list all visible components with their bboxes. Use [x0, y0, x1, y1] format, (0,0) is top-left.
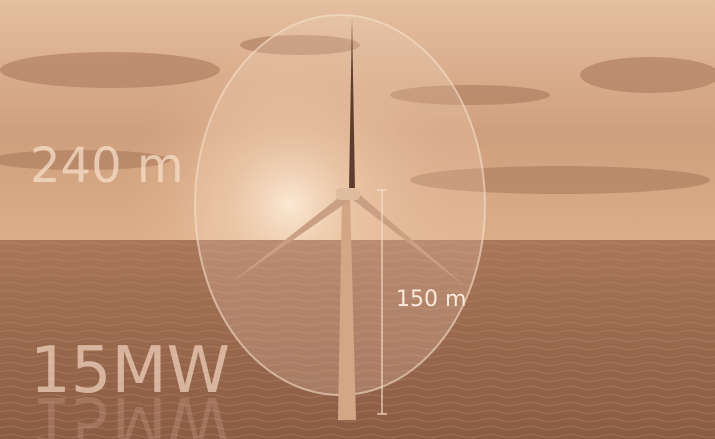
- height-label: 240 m: [30, 138, 184, 194]
- clouds: [0, 35, 715, 194]
- waves: [0, 240, 715, 439]
- dimension-line: [377, 189, 387, 415]
- power-label: 15MW: [30, 334, 230, 408]
- turbine: [232, 18, 466, 420]
- radius-label: 150 m: [396, 287, 466, 312]
- power-reflection: 15MW: [30, 382, 230, 439]
